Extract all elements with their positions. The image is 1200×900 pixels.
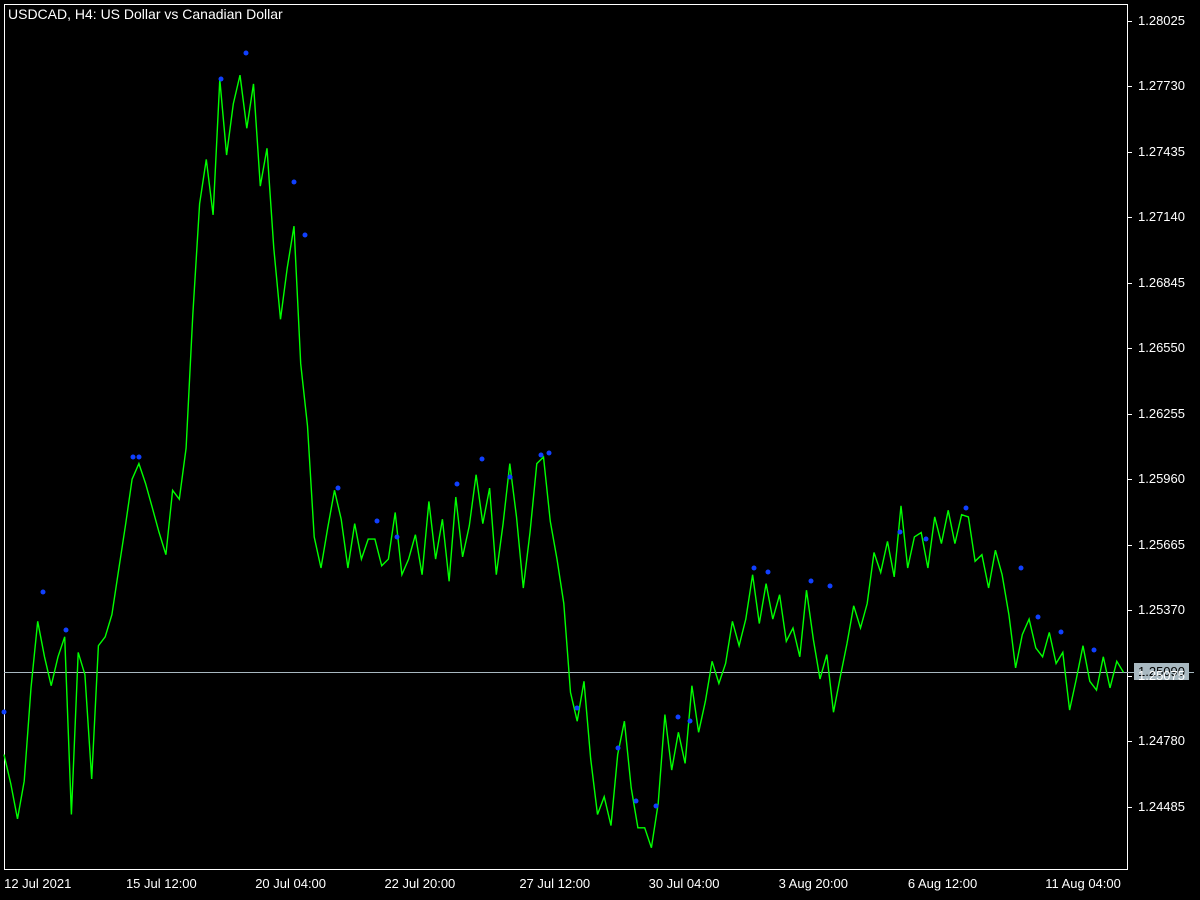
indicator-dot (676, 714, 681, 719)
y-axis-label: 1.24485 (1138, 799, 1185, 814)
y-tick (1128, 741, 1132, 742)
indicator-dot (131, 454, 136, 459)
indicator-dot (41, 590, 46, 595)
indicator-dot (218, 77, 223, 82)
indicator-dot (1036, 614, 1041, 619)
indicator-dot (964, 506, 969, 511)
y-axis-label: 1.28025 (1138, 13, 1185, 28)
y-tick (1128, 807, 1132, 808)
indicator-dot (809, 579, 814, 584)
indicator-dot (243, 50, 248, 55)
indicator-dot (766, 570, 771, 575)
indicator-dot (2, 710, 7, 715)
y-axis-label: 1.27730 (1138, 78, 1185, 93)
indicator-dot (375, 519, 380, 524)
y-tick (1128, 86, 1132, 87)
indicator-dot (136, 454, 141, 459)
x-axis-label: 27 Jul 12:00 (519, 876, 590, 891)
indicator-dot (1019, 566, 1024, 571)
x-axis-label: 12 Jul 2021 (4, 876, 71, 891)
indicator-dot (923, 537, 928, 542)
indicator-dot (653, 803, 658, 808)
y-axis-label: 1.27140 (1138, 209, 1185, 224)
indicator-dot (303, 232, 308, 237)
price-line-svg (0, 0, 1200, 900)
x-axis-label: 22 Jul 20:00 (384, 876, 455, 891)
x-axis-label: 11 Aug 04:00 (1045, 876, 1121, 891)
y-tick (1128, 479, 1132, 480)
x-axis-label: 30 Jul 04:00 (649, 876, 720, 891)
indicator-dot (828, 583, 833, 588)
indicator-dot (1058, 630, 1063, 635)
indicator-dot (751, 566, 756, 571)
y-tick (1128, 676, 1132, 677)
y-axis-label: 1.25075 (1138, 668, 1185, 683)
y-tick (1128, 348, 1132, 349)
indicator-dot (615, 745, 620, 750)
y-axis-label: 1.25370 (1138, 602, 1185, 617)
indicator-dot (454, 481, 459, 486)
y-axis-label: 1.24780 (1138, 733, 1185, 748)
indicator-dot (395, 534, 400, 539)
y-axis-label: 1.26255 (1138, 406, 1185, 421)
indicator-dot (335, 486, 340, 491)
x-axis-label: 6 Aug 12:00 (908, 876, 977, 891)
y-axis-label: 1.26550 (1138, 340, 1185, 355)
forex-chart[interactable]: USDCAD, H4: US Dollar vs Canadian Dollar… (0, 0, 1200, 900)
indicator-dot (507, 474, 512, 479)
indicator-dot (539, 452, 544, 457)
y-tick (1128, 152, 1132, 153)
y-axis-label: 1.27435 (1138, 144, 1185, 159)
y-tick (1128, 217, 1132, 218)
y-tick (1128, 545, 1132, 546)
y-tick (1128, 21, 1132, 22)
x-axis-label: 3 Aug 20:00 (779, 876, 848, 891)
y-tick (1128, 283, 1132, 284)
y-axis-label: 1.25665 (1138, 537, 1185, 552)
x-axis-label: 15 Jul 12:00 (126, 876, 197, 891)
y-tick (1128, 610, 1132, 611)
y-tick (1128, 414, 1132, 415)
indicator-dot (575, 705, 580, 710)
y-axis-label: 1.25960 (1138, 471, 1185, 486)
indicator-dot (291, 179, 296, 184)
indicator-dot (63, 628, 68, 633)
indicator-dot (897, 530, 902, 535)
indicator-dot (479, 457, 484, 462)
price-line (4, 75, 1124, 848)
indicator-dot (547, 450, 552, 455)
y-axis-label: 1.26845 (1138, 275, 1185, 290)
indicator-dot (687, 719, 692, 724)
x-axis-label: 20 Jul 04:00 (255, 876, 326, 891)
indicator-dot (633, 799, 638, 804)
indicator-dot (1092, 648, 1097, 653)
